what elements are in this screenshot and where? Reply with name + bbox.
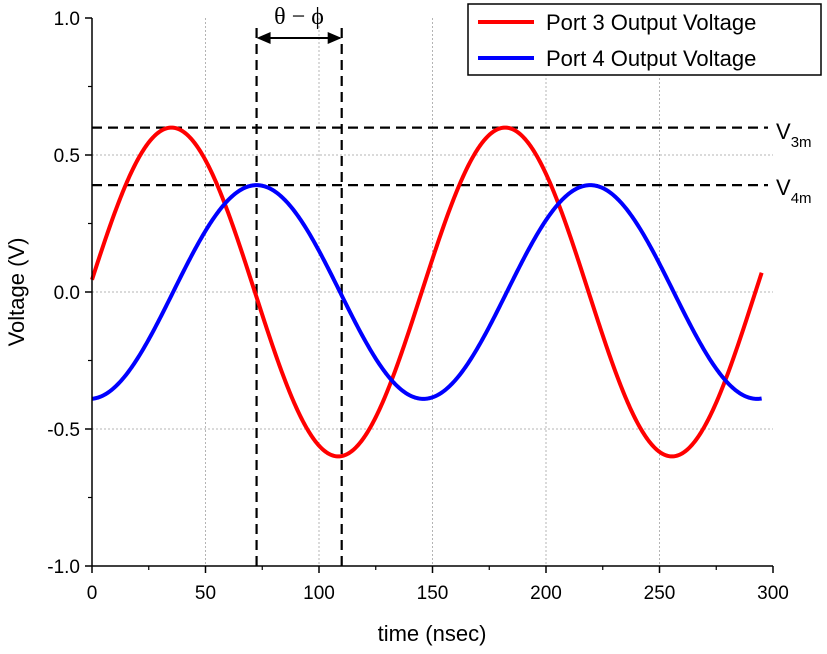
v3m-label-sub: 3m [791,134,812,151]
phase-difference-label: θ − ϕ [274,4,324,30]
x-tick-label: 250 [644,583,676,604]
annotation-labels: θ − ϕ V3m V4m [274,4,811,207]
x-tick-label: 50 [195,583,216,604]
y-tick-label: 0.5 [54,146,80,167]
legend-box [467,3,822,76]
x-axis-label: time (nsec) [378,621,487,646]
v3m-label: V3m [776,119,812,151]
x-tick-label: 200 [530,583,562,604]
x-tick-label: 0 [87,583,98,604]
y-tick-label: -0.5 [47,420,80,441]
x-tick-label: 150 [417,583,449,604]
y-tick-label: -1.0 [47,557,80,578]
legend-label-port-3: Port 3 Output Voltage [546,10,756,35]
legend-label-port-4: Port 4 Output Voltage [546,46,756,71]
tick-labels: 0 50 100 150 200 250 300 -1.0 -0.5 0.0 0.5 1.0 [47,9,789,604]
grid [92,18,773,566]
y-axis-label: Voltage (V) [4,238,29,347]
x-tick-label: 300 [757,583,789,604]
x-tick-label: 100 [303,583,335,604]
y-tick-label: 1.0 [54,9,80,30]
y-tick-label: 0.0 [54,283,80,304]
axes [85,17,774,573]
series-line-port-3 [90,125,764,459]
legend: Port 3 Output Voltage Port 4 Output Volt… [467,3,822,76]
v4m-label-main: V [776,175,791,200]
phase-arrow-head-left [256,32,271,44]
series-layer [90,125,764,459]
annotation-lines [92,28,768,566]
v3m-label-main: V [776,119,791,144]
v4m-label: V4m [776,175,812,207]
phase-arrow-head-right [327,32,342,44]
v4m-label-sub: 4m [791,190,812,207]
series-line-port-4 [91,183,763,401]
